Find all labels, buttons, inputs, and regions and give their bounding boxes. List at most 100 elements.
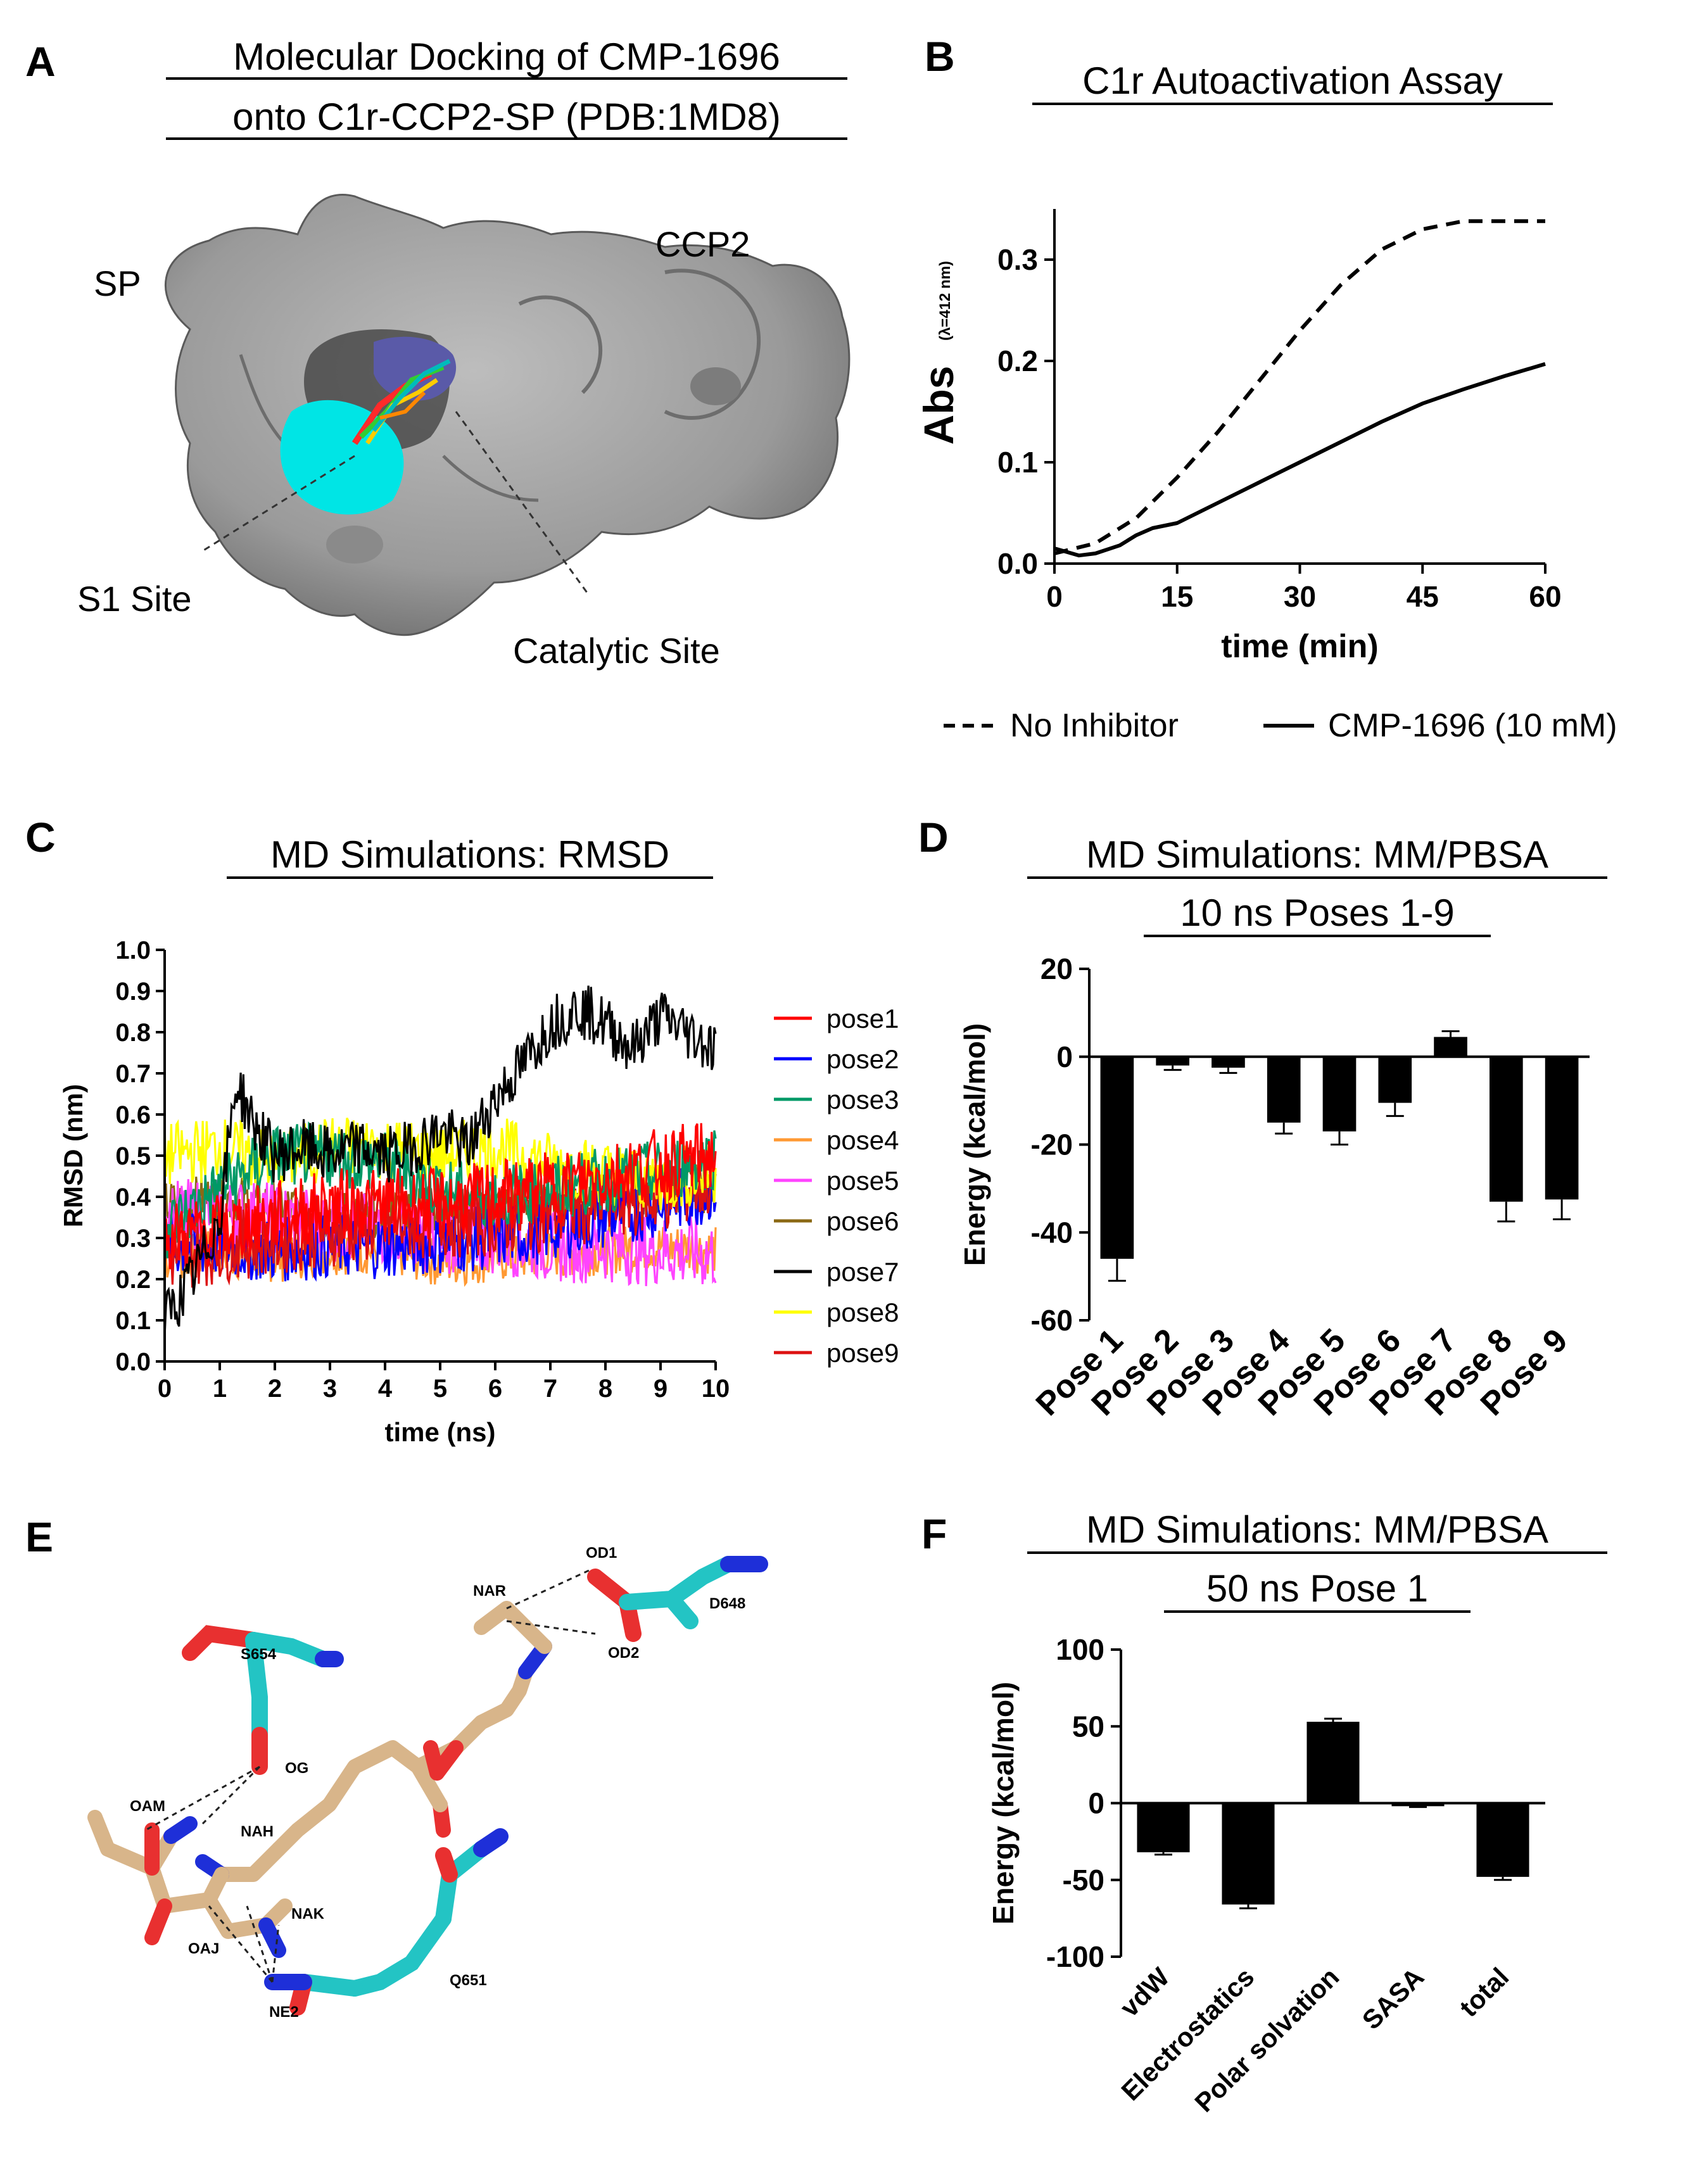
chart-c-y-tick-label: 0.4 [115,1184,151,1211]
panel-c: C MD Simulations: RMSD 0 1 2 3 4 5 6 7 8 9 10 0.0 0.… [25,814,899,1447]
chart-c: 0 1 2 3 4 5 6 7 8 9 10 0.0 0.1 0.2 0.3 0.4 0.5 0.6 0.7 0.8 0… [58,937,899,1447]
chart-d-bar [1100,1056,1134,1259]
chart-c-x-tick-label: 5 [433,1375,447,1403]
chart-c-y-tick-label: 0.6 [115,1101,151,1129]
panel-a-title-line1: Molecular Docking of CMP-1696 [233,35,780,78]
chart-f-y-axis-label: Energy (kcal/mol) [987,1682,1020,1924]
panel-f-title-line2: 50 ns Pose 1 [1206,1567,1428,1610]
chart-d-bar [1434,1037,1467,1057]
atom-label-q651: Q651 [450,1972,487,1989]
chart-f-y-tick-label: 50 [1072,1710,1104,1743]
chart-c-legend-label-pose8: pose8 [826,1298,899,1327]
chart-c-legend-label-pose2: pose2 [826,1044,899,1074]
chart-f-bar [1222,1803,1275,1905]
residue-q651 [264,1828,509,2016]
chart-f-y-tick-label: -50 [1063,1864,1104,1897]
chart-c-legend-label-pose9: pose9 [826,1338,899,1368]
chart-c-y-tick-label: 0.7 [115,1060,151,1088]
atom-label-s654: S654 [241,1646,277,1663]
catalytic-site-label: Catalytic Site [513,631,720,671]
chart-c-legend-label-pose4: pose4 [826,1125,899,1155]
chart-d-bar [1322,1056,1357,1132]
chart-f-y-tick-label: 100 [1056,1633,1104,1666]
chart-c-x-tick-label: 9 [654,1375,667,1403]
hydrogen-bonds [145,1569,596,1983]
ligand-cmp1696 [87,1601,552,1958]
chart-c-x-axis-label: time (ns) [384,1417,495,1447]
atom-label-nar: NAR [473,1582,506,1600]
chart-f-bar [1391,1803,1445,1807]
panel-d-title-line2: 10 ns Poses 1-9 [1180,892,1455,934]
panel-d-letter: D [918,814,949,861]
docked-ligand-poses [351,358,451,445]
atom-label-od1: OD1 [586,1544,617,1562]
chart-c-y-tick-label: 0.0 [115,1348,151,1376]
chart-b-x-tick-label: 30 [1284,580,1316,613]
chart-c-x-tick-label: 8 [598,1375,612,1403]
catalytic-site-leader-line [455,411,590,596]
atom-label-oam: OAM [130,1798,165,1815]
chart-c-y-tick-label: 0.2 [115,1266,151,1294]
chart-b-x-tick-label: 0 [1046,580,1063,613]
residue-s654 [182,1625,344,1775]
atom-label-od2: OD2 [608,1645,639,1662]
chart-c-x-tick-label: 10 [702,1375,730,1403]
chart-c-x-tick-label: 3 [323,1375,337,1403]
panel-f-title-line1: MD Simulations: MM/PBSA [1086,1508,1548,1551]
chart-b-series-cmp1696 [1054,362,1546,558]
chart-b-y-axis-sublabel: (λ=412 nm) [937,261,954,341]
chart-f-category-label: Polar solvation [1189,1962,1344,2118]
chart-d-y-tick-label: 0 [1056,1040,1073,1073]
atom-label-ne2: NE2 [269,2004,299,2021]
chart-c-x-tick-label: 0 [158,1375,172,1403]
panel-f-letter: F [921,1510,947,1557]
panel-e-letter: E [25,1513,53,1560]
chart-c-legend-label-pose1: pose1 [826,1004,899,1033]
chart-c-x-tick-label: 2 [268,1375,282,1403]
chart-f-y-tick-label: -100 [1046,1940,1104,1973]
s1-site-leader-line [202,455,355,552]
chart-f-bar [1476,1803,1529,1877]
chart-b-y-tick-label: 0.0 [997,547,1038,580]
legend-no-inhibitor-label: No Inhibitor [1010,707,1179,744]
chart-b-x-axis-label: time (min) [1221,628,1378,665]
chart-b-x-tick-label: 15 [1161,580,1193,613]
panel-c-title: MD Simulations: RMSD [270,833,669,876]
chart-c-legend-label-pose7: pose7 [826,1257,899,1287]
chart-c-x-tick-label: 7 [543,1375,557,1403]
panel-b-letter: B [925,33,955,80]
chart-f-bar [1137,1803,1190,1853]
atom-label-nah: NAH [241,1823,274,1840]
chart-c-x-tick-label: 4 [378,1375,393,1403]
chart-c-y-axis-label: RMSD (nm) [58,1084,88,1227]
chart-b-y-tick-label: 0.1 [997,446,1038,479]
legend-cmp1696-label: CMP-1696 (10 mM) [1328,707,1617,744]
chart-c-x-tick-label: 6 [488,1375,502,1403]
atom-label-og: OG [285,1760,308,1777]
chart-c-x-tick-label: 1 [213,1375,227,1403]
chart-f-category-label: SASA [1357,1962,1430,2035]
atom-label-oaj: OAJ [188,1940,219,1957]
panel-a-letter: A [25,38,56,85]
protein-surface [164,194,851,636]
chart-c-series-pose7 [163,985,717,1337]
chart-d-bar [1490,1056,1523,1202]
catalytic-site-surface [374,336,457,401]
atom-label-d648: D648 [709,1595,745,1612]
atom-labels: OD1 OD2 NAR D648 S654 OG OAM NAH NAK OAJ… [130,1544,745,2021]
chart-f-category-label: total [1453,1962,1514,2023]
chart-f-category-label: vdW [1114,1962,1175,2023]
chart-c-y-tick-label: 0.3 [115,1225,151,1253]
chart-c-series-pose3 [163,1121,717,1259]
chart-c-y-tick-label: 0.8 [115,1019,151,1047]
chart-c-legend-label-pose6: pose6 [826,1206,899,1236]
chart-b-x-tick-label: 60 [1529,580,1561,613]
chart-b-x-tick-label: 45 [1407,580,1439,613]
chart-c-y-tick-label: 1.0 [115,937,151,964]
chart-d-bar [1545,1056,1579,1200]
atom-label-nak: NAK [291,1905,325,1923]
panel-b-title: C1r Autoactivation Assay [1082,60,1503,102]
